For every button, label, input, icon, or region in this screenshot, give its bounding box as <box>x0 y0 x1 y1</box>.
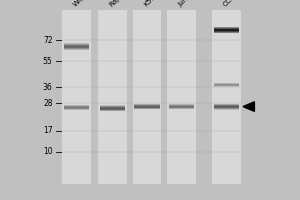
Text: K562: K562 <box>143 0 160 8</box>
Text: WiDr: WiDr <box>72 0 89 8</box>
Text: Raji: Raji <box>108 0 122 8</box>
Bar <box>62 10 91 184</box>
Text: Jurkat: Jurkat <box>177 0 196 8</box>
Bar <box>214 28 239 29</box>
Polygon shape <box>243 102 254 111</box>
Bar <box>214 29 239 30</box>
Text: 72: 72 <box>43 36 52 45</box>
Bar <box>100 109 125 110</box>
Bar <box>64 46 89 47</box>
Bar <box>98 10 127 184</box>
Bar <box>64 48 89 49</box>
Text: 36: 36 <box>43 83 52 92</box>
Bar <box>64 43 89 44</box>
Bar <box>214 31 239 32</box>
Bar <box>64 47 89 48</box>
Text: 17: 17 <box>43 126 52 135</box>
Text: 10: 10 <box>43 147 52 156</box>
Text: 55: 55 <box>43 57 52 66</box>
Bar <box>167 10 196 184</box>
Bar <box>214 27 239 28</box>
Bar <box>100 105 125 106</box>
Bar <box>64 44 89 45</box>
Bar <box>100 110 125 111</box>
Bar <box>133 10 161 184</box>
Bar <box>212 10 241 184</box>
Bar <box>100 107 125 108</box>
Bar <box>64 49 89 50</box>
Text: CCRF-CEM: CCRF-CEM <box>222 0 253 8</box>
Bar <box>214 30 239 31</box>
Bar <box>214 32 239 33</box>
Bar <box>100 108 125 109</box>
Text: 28: 28 <box>43 99 52 108</box>
Bar <box>64 45 89 46</box>
Bar <box>100 106 125 107</box>
